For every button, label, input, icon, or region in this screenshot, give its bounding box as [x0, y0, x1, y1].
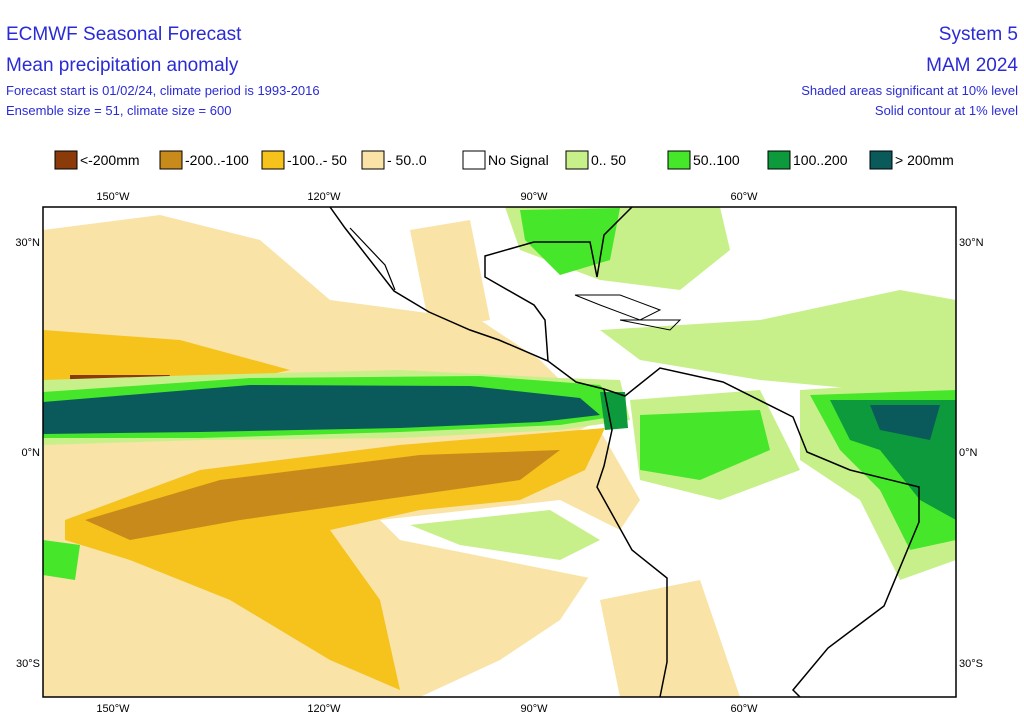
system: System 5 [938, 24, 1018, 45]
subtitle: Mean precipitation anomaly [6, 55, 239, 76]
legend-swatch [565, 150, 589, 170]
legend-label: -200..-100 [185, 152, 249, 168]
lon-label: 90°W [520, 703, 548, 715]
lat-label: 30°S [959, 658, 983, 670]
legend-swatch [869, 150, 893, 170]
lon-label: 60°W [730, 703, 758, 715]
lon-label: 150°W [96, 703, 130, 715]
lat-label: 0°N [959, 447, 978, 459]
legend-swatch [159, 150, 183, 170]
info: Forecast start is 01/02/24, climate peri… [6, 83, 320, 98]
legend-label: -100..- 50 [287, 152, 347, 168]
lat-label: 30°N [959, 237, 984, 249]
legend-swatch [54, 150, 78, 170]
legend-label: 0.. 50 [591, 152, 626, 168]
lat-label: 30°S [16, 658, 40, 670]
legend-label: <-200mm [80, 152, 140, 168]
note: Shaded areas significant at 10% level [801, 83, 1018, 98]
lat-label: 0°N [22, 447, 41, 459]
note: Solid contour at 1% level [874, 103, 1018, 118]
lon-label: 150°W [96, 191, 130, 203]
lon-label: 120°W [307, 191, 341, 203]
legend-swatch [261, 150, 285, 170]
lat-label: 30°N [15, 237, 40, 249]
anomaly-field [43, 207, 956, 697]
legend-label: 50..100 [693, 152, 740, 168]
legend-label: > 200mm [895, 152, 954, 168]
legend-swatch [767, 150, 791, 170]
lon-label: 120°W [307, 703, 341, 715]
lon-label: 90°W [520, 191, 548, 203]
title: ECMWF Seasonal Forecast [6, 24, 242, 45]
legend-swatch [667, 150, 691, 170]
legend-label: No Signal [488, 152, 549, 168]
season: MAM 2024 [926, 55, 1018, 76]
legend-swatch [361, 150, 385, 170]
map-frame [42, 206, 957, 698]
legend-swatch [462, 150, 486, 170]
lon-label: 60°W [730, 191, 758, 203]
info: Ensemble size = 51, climate size = 600 [6, 103, 232, 118]
legend-label: - 50..0 [387, 152, 427, 168]
legend-label: 100..200 [793, 152, 848, 168]
